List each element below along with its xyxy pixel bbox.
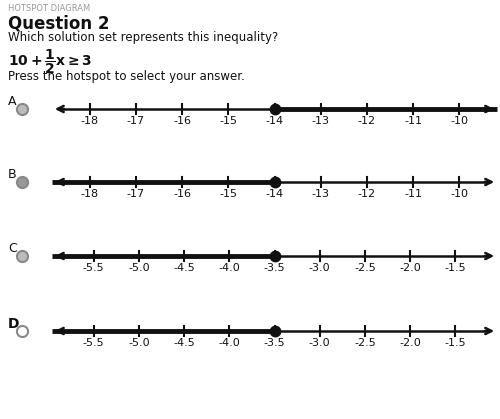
Text: A: A [8, 95, 16, 108]
Text: -2.0: -2.0 [400, 338, 421, 348]
Text: HOTSPOT DIAGRAM: HOTSPOT DIAGRAM [8, 4, 90, 13]
Text: -5.0: -5.0 [128, 263, 150, 273]
Text: -5.5: -5.5 [83, 338, 104, 348]
Text: -15: -15 [220, 116, 238, 126]
Text: -3.5: -3.5 [264, 263, 285, 273]
Text: -15: -15 [220, 189, 238, 199]
Text: C: C [8, 242, 17, 255]
Text: -2.5: -2.5 [354, 263, 376, 273]
Text: -4.0: -4.0 [218, 263, 240, 273]
Text: -18: -18 [80, 116, 99, 126]
Text: -1.5: -1.5 [444, 338, 466, 348]
Text: -10: -10 [450, 189, 468, 199]
Text: -4.5: -4.5 [173, 263, 195, 273]
Text: Question 2: Question 2 [8, 15, 110, 33]
Text: -11: -11 [404, 189, 422, 199]
Text: -1.5: -1.5 [444, 263, 466, 273]
Text: -12: -12 [358, 189, 376, 199]
Text: -10: -10 [450, 116, 468, 126]
Text: D: D [8, 317, 20, 331]
Text: -17: -17 [127, 189, 145, 199]
Text: -18: -18 [80, 189, 99, 199]
Text: -14: -14 [266, 116, 283, 126]
Text: -3.0: -3.0 [309, 263, 330, 273]
Text: -17: -17 [127, 116, 145, 126]
Text: -16: -16 [173, 116, 191, 126]
Text: -5.5: -5.5 [83, 263, 104, 273]
Text: -3.5: -3.5 [264, 338, 285, 348]
Text: -4.5: -4.5 [173, 338, 195, 348]
Text: -11: -11 [404, 116, 422, 126]
Text: Press the hotspot to select your answer.: Press the hotspot to select your answer. [8, 70, 245, 83]
Text: -3.0: -3.0 [309, 338, 330, 348]
Text: -13: -13 [312, 116, 330, 126]
Text: -2.5: -2.5 [354, 338, 376, 348]
Text: -13: -13 [312, 189, 330, 199]
Text: -4.0: -4.0 [218, 338, 240, 348]
Text: -2.0: -2.0 [400, 263, 421, 273]
Text: Which solution set represents this inequality?: Which solution set represents this inequ… [8, 31, 278, 44]
Text: -12: -12 [358, 116, 376, 126]
Text: -16: -16 [173, 189, 191, 199]
Text: -5.0: -5.0 [128, 338, 150, 348]
Text: $\mathbf{10 + \dfrac{1}{2}x \geq 3}$: $\mathbf{10 + \dfrac{1}{2}x \geq 3}$ [8, 48, 92, 76]
Text: -14: -14 [266, 189, 283, 199]
Text: B: B [8, 168, 16, 181]
